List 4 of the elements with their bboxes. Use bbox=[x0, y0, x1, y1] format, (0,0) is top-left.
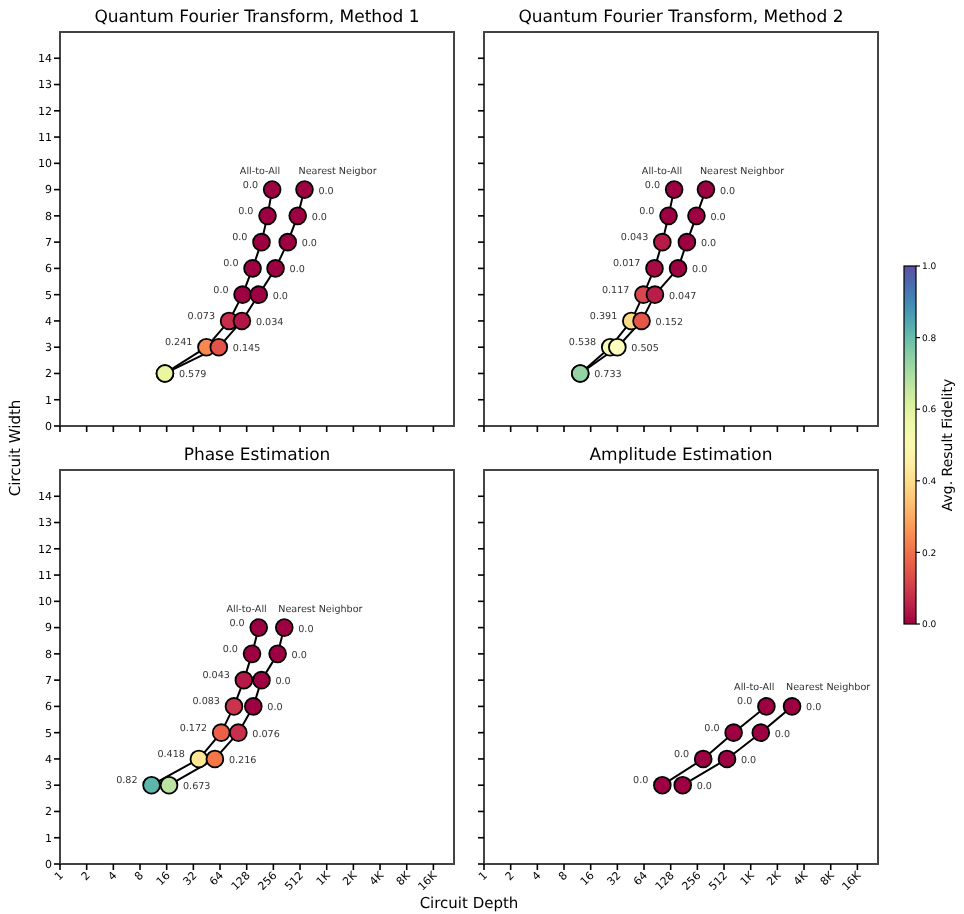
chart-title: Quantum Fourier Transform, Method 1 bbox=[94, 8, 420, 28]
chart-title: Quantum Fourier Transform, Method 2 bbox=[518, 8, 844, 28]
chart-title: Phase Estimation bbox=[183, 446, 331, 466]
chart-title: Amplitude Estimation bbox=[589, 446, 773, 466]
